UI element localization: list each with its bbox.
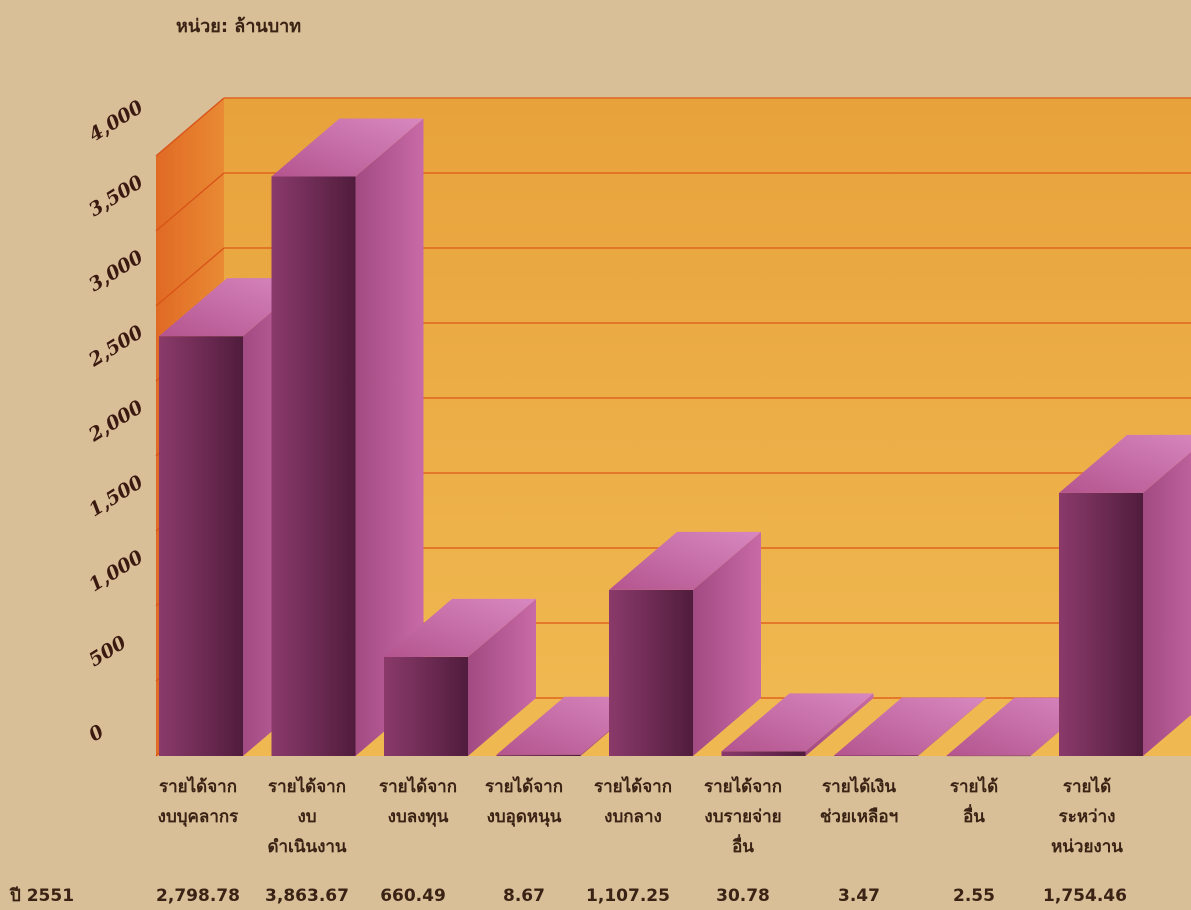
value-label: 2,798.78: [156, 886, 240, 906]
category-label: รายได้จาก: [379, 776, 457, 797]
gridline-side: [155, 97, 225, 157]
bar-front: [834, 755, 918, 756]
bar-side: [468, 598, 536, 756]
y-tick-label: 2,000: [84, 396, 147, 447]
bar-side: [693, 531, 761, 756]
unit-label: หน่วย: ล้านบาท: [176, 16, 301, 37]
category-label: รายได้จาก: [704, 776, 782, 797]
bar-front: [721, 751, 806, 756]
bar: [721, 693, 874, 756]
year-label: ปี 2551: [9, 885, 74, 906]
category-label: รายได้: [950, 776, 998, 797]
bar-top: [384, 598, 536, 657]
category-label: รายได้จาก: [268, 776, 346, 797]
category-label: อื่น: [963, 804, 985, 827]
bar-top: [271, 118, 424, 177]
bar-top: [609, 531, 761, 590]
y-tick-label: 500: [85, 632, 130, 672]
bar-front: [609, 589, 693, 756]
value-label: 660.49: [380, 886, 446, 906]
category-label: งบบุคลากร: [158, 807, 240, 827]
category-label: ช่วยเหลือฯ: [820, 806, 898, 827]
category-label: ดำเนินงาน: [267, 837, 346, 857]
y-tick-label: 0: [85, 721, 108, 747]
value-label: 2.55: [953, 886, 995, 906]
bar-top: [1059, 434, 1191, 493]
bar: [384, 598, 536, 756]
value-label: 1,754.46: [1043, 886, 1127, 906]
value-label: 3.47: [838, 886, 880, 906]
category-label: รายได้จาก: [594, 776, 672, 797]
category-label: งบ: [297, 807, 316, 827]
category-label: รายได้จาก: [159, 776, 237, 797]
bar-front: [159, 336, 243, 756]
category-label: รายได้เงิน: [822, 776, 896, 797]
value-label: 1,107.25: [586, 886, 670, 906]
y-tick-label: 1,000: [85, 546, 147, 596]
bar-front: [1059, 492, 1143, 756]
bar-top: [721, 693, 874, 752]
bar-top: [834, 697, 986, 756]
bar-side: [918, 697, 986, 756]
category-label: รายได้จาก: [485, 776, 563, 797]
bar: [271, 118, 424, 757]
bar-front: [496, 754, 581, 756]
bar: [1059, 434, 1191, 756]
bar-side: [1143, 451, 1191, 756]
bar-front: [946, 755, 1031, 757]
gridline-side: [155, 247, 225, 307]
category-label: ระหว่าง: [1059, 807, 1116, 827]
bar-side: [355, 118, 424, 756]
bar: [834, 697, 986, 756]
value-label: 8.67: [503, 886, 545, 906]
y-tick-label: 2,500: [84, 321, 147, 372]
category-label: รายได้: [1063, 776, 1111, 797]
y-tick-label: 3,500: [85, 171, 147, 221]
y-tick-label: 4,000: [85, 96, 147, 146]
category-label: อื่น: [732, 834, 754, 857]
bar-front: [384, 656, 468, 756]
category-label: หน่วยงาน: [1051, 837, 1123, 857]
bar-front: [271, 176, 356, 757]
value-label: 3,863.67: [265, 886, 349, 906]
gridline-side: [155, 172, 225, 232]
bar-side: [805, 693, 874, 756]
bar: [609, 531, 761, 756]
category-label: งบกลาง: [604, 807, 662, 827]
category-label: งบรายจ่าย: [704, 807, 781, 827]
category-label: งบลงทุน: [388, 807, 449, 827]
value-label: 30.78: [716, 886, 770, 906]
y-tick-label: 1,500: [85, 471, 147, 521]
category-label: งบอุดหนุน: [487, 807, 562, 827]
y-tick-label: 3,000: [85, 246, 147, 296]
